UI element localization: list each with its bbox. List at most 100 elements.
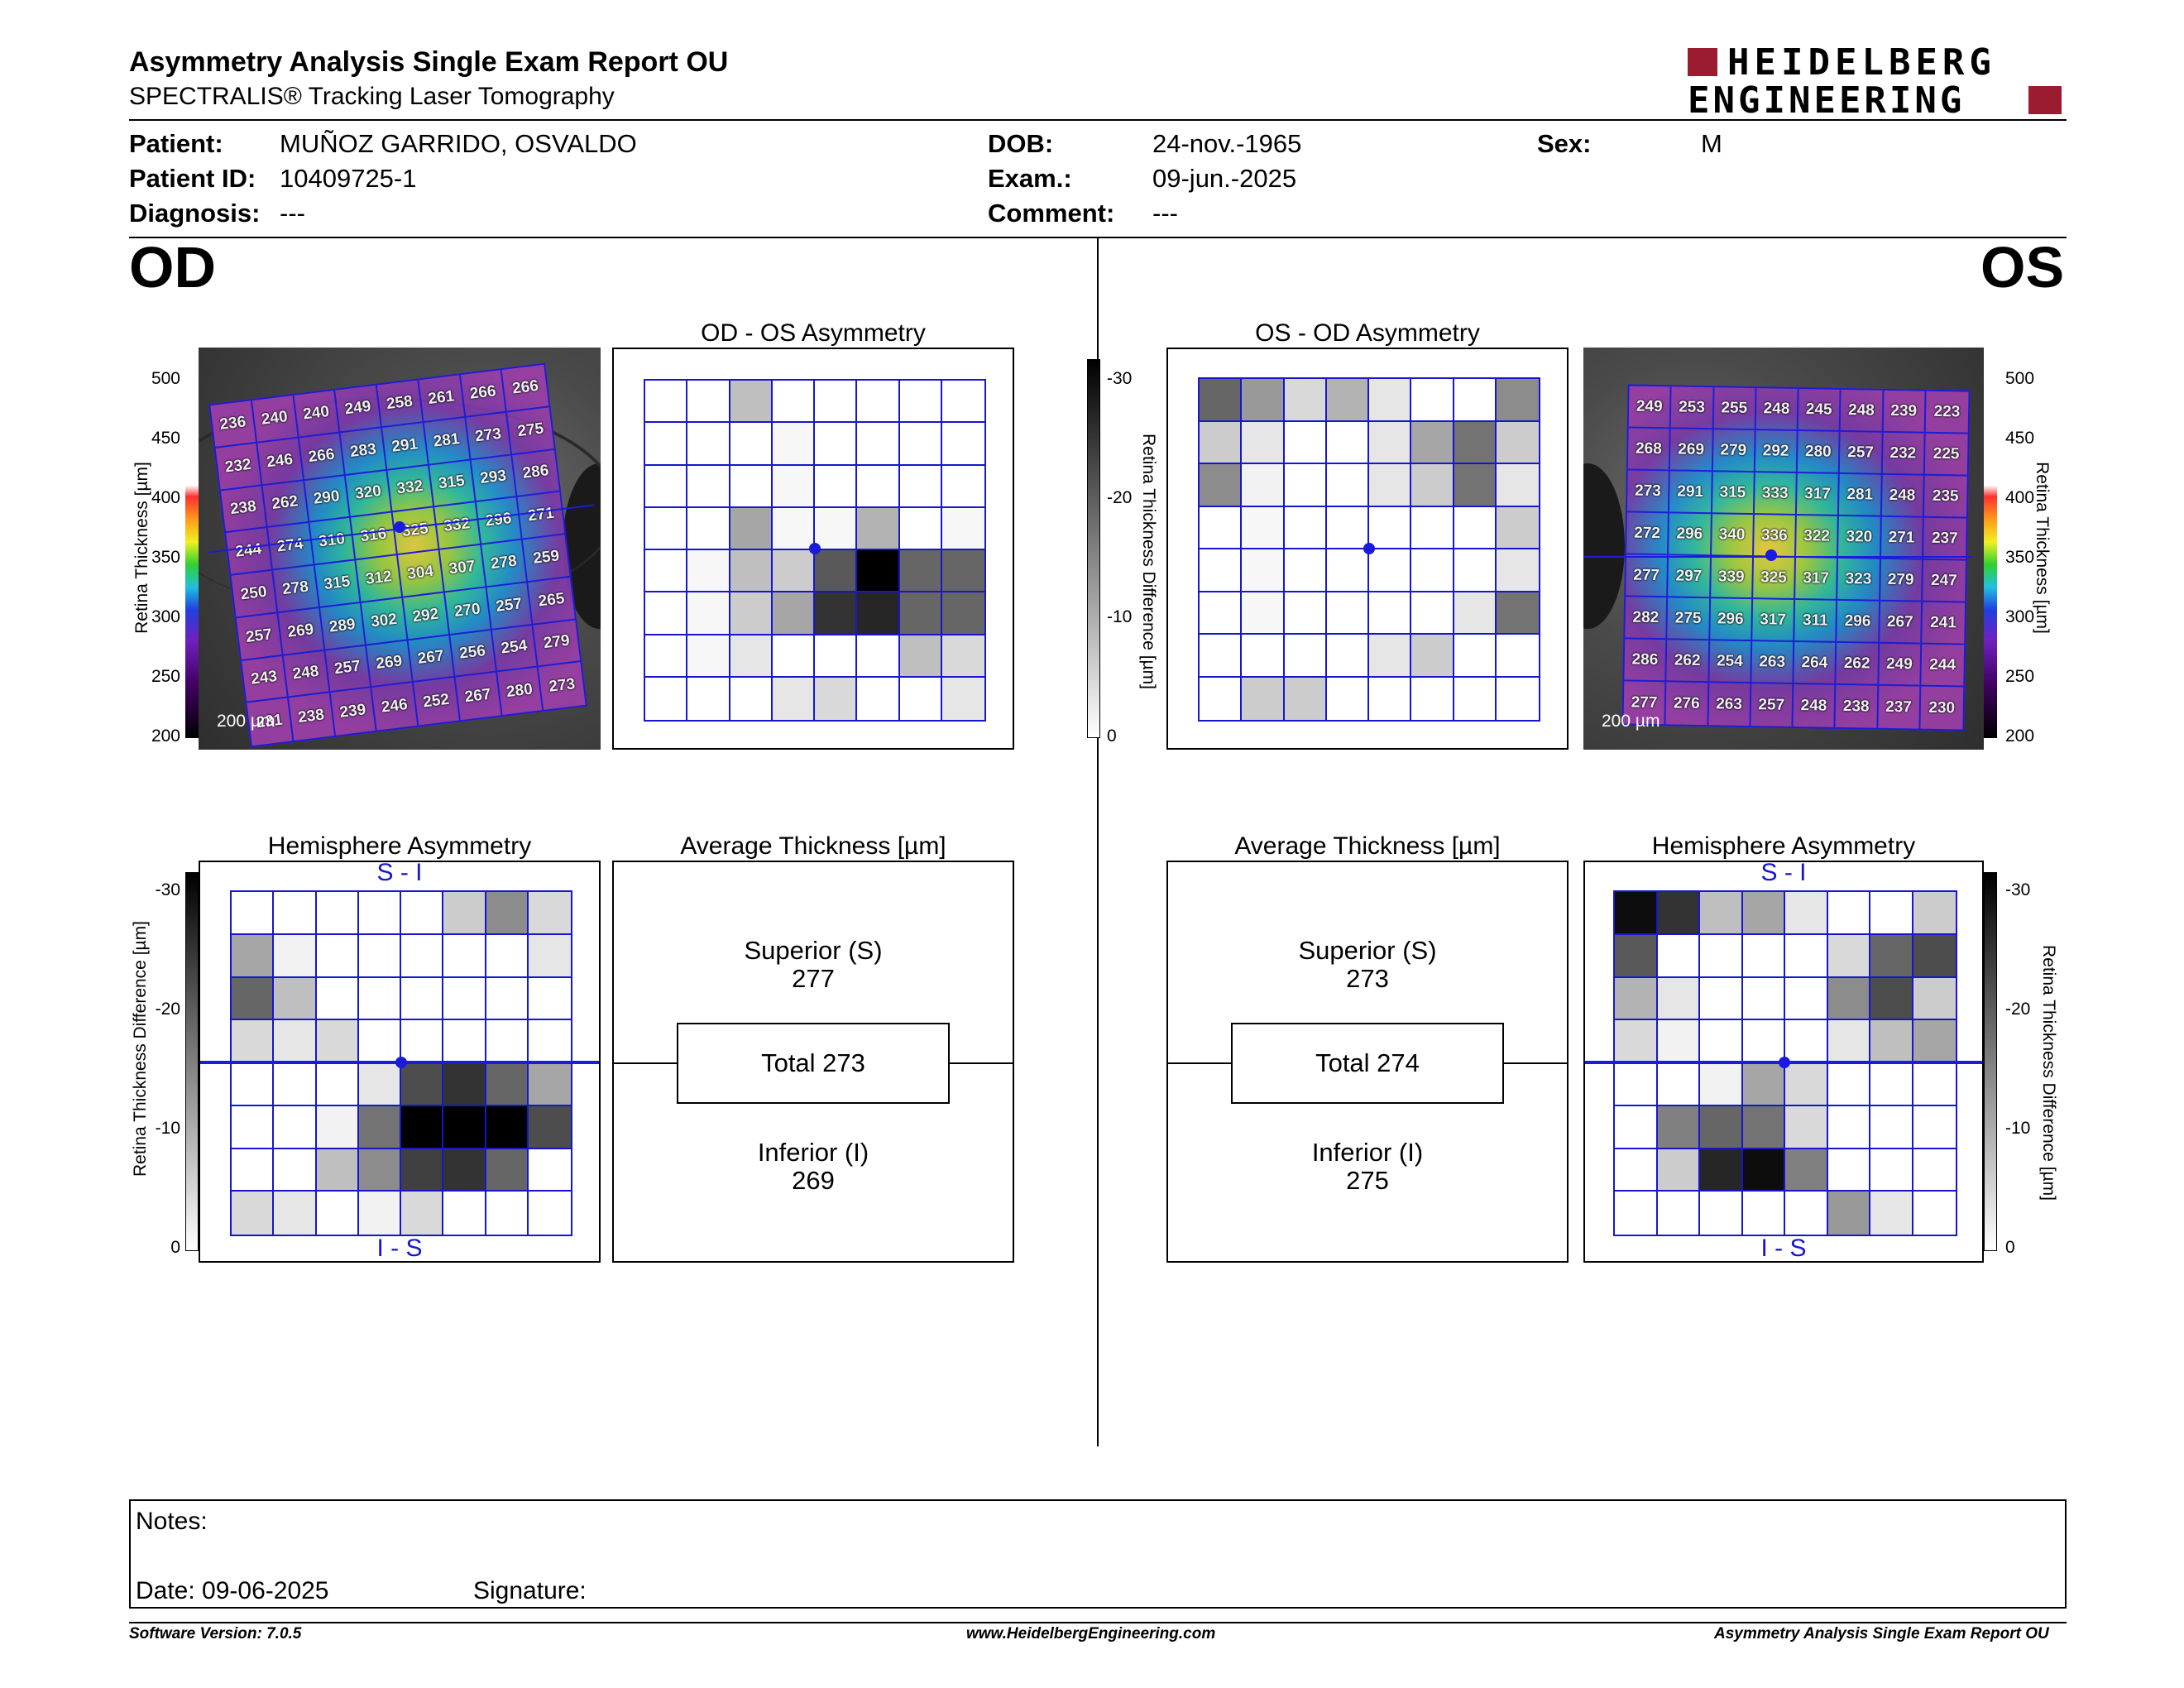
notes-box[interactable]: Notes: Date: 09-06-2025 Signature: [129,1499,2067,1609]
axis-tick-label: 250 [151,667,180,686]
asymmetry-cell [1615,1105,1658,1149]
thickness-cell: 266 [460,369,508,418]
thickness-cell: 281 [424,417,472,466]
asymmetry-cell [1454,635,1497,678]
asymmetry-cell [857,423,900,466]
thickness-cell: 272 [1626,512,1670,556]
asymmetry-cell [1326,506,1369,549]
patient-id-label: Patient ID: [129,164,256,193]
thickness-cell: 281 [1839,473,1883,517]
asymmetry-cell [358,1020,401,1063]
asymmetry-cell [645,507,688,550]
asymmetry-cell [1200,506,1243,549]
patient-divider [129,237,2067,238]
footer-divider [129,1622,2067,1623]
axis-tick-label: 350 [151,548,180,567]
asymmetry-cell [401,1192,444,1235]
axis-tick-label: -20 [155,1000,180,1019]
od-fundus-image: 236 240 240 249 258 261 266 266 232 246 266 283 291 2… [199,348,601,750]
asymmetry-cell [772,507,815,550]
asymmetry-cell [645,635,688,678]
od-hemi-panel: S - I I - S [199,859,601,1263]
os-diff-axis-label: Retina Thickness Difference [µm] [2039,945,2058,1201]
asymmetry-cell [1742,1020,1785,1063]
os-optic-disc [1583,463,1625,629]
thickness-cell: 315 [1712,472,1755,516]
od-avg-panel: Superior (S) 277 Total 273 Inferior (I) … [612,861,1014,1263]
os-hemi-title: Hemisphere Asymmetry [1651,832,1916,860]
axis-tick-label: 300 [151,607,180,626]
asymmetry-cell [857,677,900,720]
thickness-cell: 263 [1751,641,1795,684]
dob-label: DOB: [988,129,1054,158]
footer-software: Software Version: 7.0.5 [129,1625,302,1642]
os-avg-panel: Superior (S) 273 Total 274 Inferior (I) … [1166,861,1569,1263]
thickness-cell: 267 [408,635,456,683]
asymmetry-cell [1827,1020,1870,1063]
asymmetry-cell [358,1063,401,1106]
asymmetry-cell [815,507,858,550]
os-superior-value: 273 [1346,964,1389,993]
os-avg-title: Average Thickness [µm] [1234,832,1501,860]
axis-tick-label: 400 [151,488,180,507]
asymmetry-cell [274,892,317,935]
asymmetry-cell [1454,677,1497,720]
asymmetry-cell [899,550,942,593]
asymmetry-cell [1827,977,1870,1021]
thickness-cell: 248 [1793,683,1837,727]
asymmetry-cell [401,1063,444,1106]
axis-tick-label: 0 [1107,727,1117,746]
thickness-cell: 256 [449,630,497,678]
os-asym-panel [1166,348,1569,750]
thickness-cell: 237 [1923,517,1966,561]
asymmetry-cell [1913,1020,1956,1063]
thickness-cell: 322 [1796,516,1840,559]
asymmetry-cell [1496,592,1539,635]
thickness-cell: 248 [283,650,331,698]
asymmetry-cell [1326,464,1369,507]
logo-square-bottom [2028,86,2062,114]
asymmetry-cell [1913,892,1956,935]
asymmetry-cell [1785,1063,1828,1106]
asymmetry-cell [857,507,900,550]
asymmetry-cell [1870,934,1913,978]
asymmetry-cell [941,507,984,550]
asymmetry-cell [1615,1149,1658,1192]
asymmetry-cell [443,934,486,978]
asymmetry-cell [1200,592,1243,635]
asymmetry-cell [528,1020,571,1063]
asymmetry-cell [1284,592,1327,635]
footer-website[interactable]: www.HeidelbergEngineering.com [966,1625,1216,1642]
os-hemi-fovea-dot [1779,1057,1790,1068]
asymmetry-cell [687,381,730,424]
thickness-cell: 297 [1668,555,1712,599]
asymmetry-cell [687,550,730,593]
asymmetry-cell [1326,549,1369,592]
asymmetry-cell [486,934,529,978]
thickness-cell: 320 [346,470,393,518]
thickness-cell: 312 [356,555,404,603]
od-thickness-colorbar [185,361,199,738]
asymmetry-cell [401,977,444,1021]
os-inferior-value: 275 [1346,1166,1389,1195]
sex-label: Sex: [1537,129,1592,158]
asymmetry-cell [1700,1020,1743,1063]
thickness-cell: 244 [226,528,273,576]
asymmetry-cell [274,1149,317,1192]
heidelberg-logo: HEIDELBERG ENGINEERING [1688,41,2068,122]
od-asym-title: OD - OS Asymmetry [701,319,926,347]
thickness-cell: 286 [512,449,560,498]
asymmetry-cell [1785,1192,1828,1235]
thickness-cell: 315 [314,560,362,608]
thickness-cell: 269 [278,607,325,656]
thickness-cell: 280 [496,667,544,716]
thickness-cell: 320 [1838,516,1882,559]
asymmetry-cell [730,550,773,593]
asymmetry-cell [815,677,858,720]
os-label: OS [1980,235,2065,300]
asymmetry-cell [941,635,984,678]
asymmetry-cell [1870,1020,1913,1063]
od-hemi-title: Hemisphere Asymmetry [267,832,532,860]
asymmetry-cell [1657,1149,1700,1192]
thickness-cell: 254 [491,625,539,673]
